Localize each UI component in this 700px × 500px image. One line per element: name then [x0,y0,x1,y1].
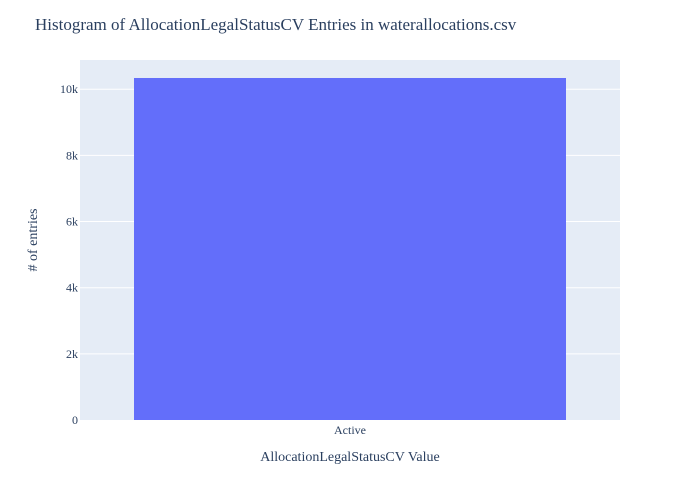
y-tick-label: 8k [66,148,78,162]
chart-title: Histogram of AllocationLegalStatusCV Ent… [35,15,517,34]
y-axis-ticks: 0 2k 4k 6k 8k 10k [60,82,78,427]
y-tick-label: 0 [72,413,78,427]
x-tick-label: Active [334,423,366,437]
bar-active [134,77,566,421]
y-axis-title: # of entries [26,209,41,272]
y-tick-label: 2k [66,347,78,361]
x-axis-title: AllocationLegalStatusCV Value [260,450,440,465]
y-tick-label: 10k [60,82,78,96]
x-axis-ticks: Active [334,423,366,437]
bars [134,77,566,421]
y-tick-label: 4k [66,281,78,295]
y-tick-label: 6k [66,215,78,229]
